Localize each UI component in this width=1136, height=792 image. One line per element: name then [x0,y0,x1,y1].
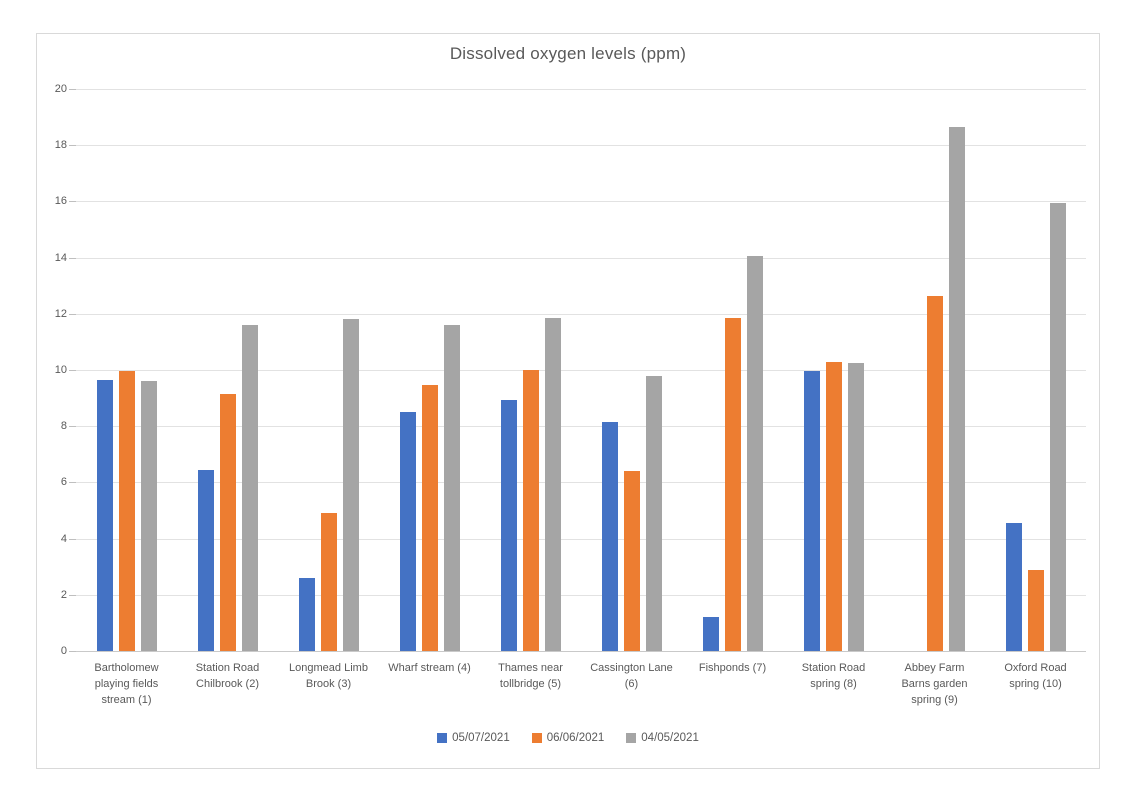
legend-item: 06/06/2021 [531,732,605,744]
bar [421,385,438,651]
y-axis-tick-label: 12 [54,307,67,320]
x-axis-category-label: Cassington Lane (6) [590,662,673,690]
bar-group [581,89,682,651]
bar [118,371,135,651]
bar [803,371,820,651]
x-axis-category-label: Station Road Chilbrook (2) [195,662,260,690]
bar [544,318,561,651]
legend-swatch-icon [626,733,637,743]
y-axis-tick [69,651,76,652]
y-axis-tick-label: 16 [54,195,67,208]
bar [623,471,640,651]
bar [724,318,741,651]
gridline [76,313,1086,315]
y-axis-tick-label: 0 [60,645,67,657]
gridline [76,89,1086,90]
y-axis-tick [69,482,76,484]
bar [241,325,258,651]
gridline [76,145,1086,147]
x-axis-labels: Bartholomew playing fields stream (1) Sta… [76,661,1086,721]
y-axis-tick [69,370,76,371]
bar [443,325,460,651]
plot-area [69,89,1086,652]
y-axis-tick-label: 10 [54,364,67,376]
bar [140,381,157,651]
bar [1049,202,1066,651]
bar [645,375,662,651]
y-axis-tick [69,426,76,428]
y-axis-tick-label: 20 [54,83,67,95]
x-axis-category-label: Bartholomew playing fields stream (1) [94,662,159,706]
bar-group [76,89,177,651]
gridline [76,482,1086,484]
y-axis-tick [69,201,76,203]
bar-group [278,89,379,651]
bar [500,399,517,651]
legend-item: 04/05/2021 [626,732,699,744]
y-axis-tick [69,313,76,315]
bar [1027,569,1044,651]
chart-container: Dissolved oxygen levels (ppm) 0 2 4 6 8 10 12 1… [36,33,1100,769]
bar [522,370,539,651]
bar-group [177,89,278,651]
legend-swatch-icon [531,733,542,743]
legend-swatch-icon [437,733,448,743]
bar [926,295,943,651]
y-axis-tick [69,145,76,147]
gridline [76,257,1086,259]
bar-group [985,89,1086,651]
bar [746,256,763,651]
y-axis-tick-label: 8 [60,420,67,433]
gridline [76,201,1086,203]
y-axis-tick [69,594,76,596]
legend-label: 05/07/2021 [452,732,510,744]
bar [96,379,113,651]
bar-group [884,89,985,651]
bar-group [682,89,783,651]
x-axis-category-label: Thames near tollbridge (5) [498,662,563,690]
bar [948,126,965,651]
chart-title: Dissolved oxygen levels (ppm) [449,44,687,63]
gridline [76,370,1086,371]
bar [399,412,416,651]
bar [219,393,236,651]
x-axis-category-label: Oxford Road spring (10) [1004,662,1067,690]
bar-group [480,89,581,651]
bar [1005,523,1022,651]
y-axis-labels: 0 2 4 6 8 10 12 14 16 18 20 [41,83,67,657]
gridline [76,538,1086,540]
legend: 05/07/2021 06/06/2021 04/05/2021 [37,732,1099,744]
gridline [76,594,1086,596]
y-axis-tick-label: 18 [54,139,67,152]
y-axis-tick [69,257,76,259]
legend-item: 05/07/2021 [437,732,510,744]
bar [825,361,842,651]
legend-label: 04/05/2021 [641,732,699,744]
y-axis-tick-label: 2 [60,588,67,601]
bar-group [783,89,884,651]
gridline [76,426,1086,428]
x-axis-category-label: Abbey Farm Barns garden spring (9) [901,662,968,706]
legend-label: 06/06/2021 [546,732,605,744]
bar [298,577,315,651]
bar [197,469,214,651]
bar [847,362,864,651]
y-axis-tick-label: 14 [54,251,67,264]
x-axis-category-label: Fishponds (7) [698,662,767,674]
bar [702,617,719,651]
gridline [76,651,1086,652]
x-axis-category-label: Station Road spring (8) [801,662,866,690]
bar [342,319,359,651]
bar [320,513,337,651]
x-axis-category-label: Wharf stream (4) [388,662,471,674]
y-axis-tick-label: 6 [60,476,67,489]
x-axis-category-label: Longmead Limb Brook (3) [289,662,368,690]
bar [601,422,618,651]
y-axis-tick [69,538,76,540]
y-axis-tick-label: 4 [60,532,67,545]
y-axis-tick [69,89,76,90]
bar-group [379,89,480,651]
